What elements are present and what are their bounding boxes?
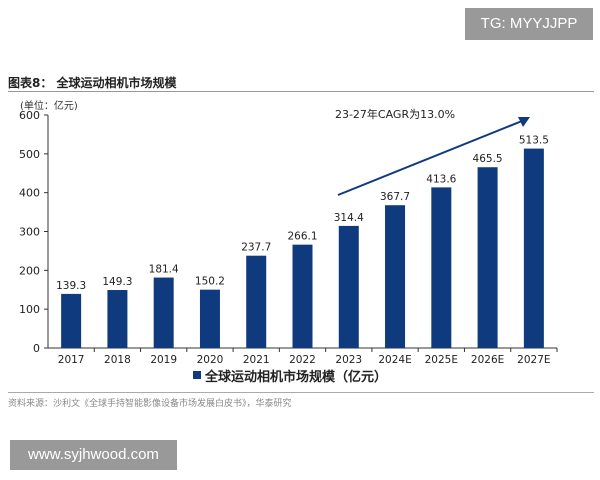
data-label: 465.5 — [473, 153, 503, 165]
divider — [8, 392, 594, 393]
x-tick-label: 2018 — [104, 354, 131, 366]
y-tick-label: 600 — [19, 109, 40, 122]
watermark-bottom: www.syjhwood.com — [10, 440, 177, 470]
data-label: 237.7 — [241, 242, 271, 254]
y-tick-label: 500 — [19, 148, 40, 161]
bar — [523, 148, 544, 348]
data-label: 367.7 — [380, 191, 410, 203]
bar — [292, 244, 313, 348]
bar — [61, 293, 82, 348]
bar — [199, 289, 220, 348]
y-tick-label: 100 — [19, 303, 40, 316]
x-tick-label: 2017 — [58, 354, 85, 366]
bar — [246, 255, 267, 348]
bar — [431, 187, 452, 348]
data-label: 139.3 — [56, 280, 86, 292]
x-tick-label: 2025E — [425, 354, 458, 366]
data-label: 314.4 — [334, 212, 364, 224]
legend-swatch — [193, 371, 201, 379]
bar — [107, 290, 128, 348]
data-label: 266.1 — [287, 231, 317, 243]
y-tick-label: 300 — [19, 226, 40, 239]
data-label: 181.4 — [149, 264, 179, 276]
x-tick-label: 2027E — [517, 354, 550, 366]
x-tick-label: 2020 — [197, 354, 224, 366]
y-tick-label: 400 — [19, 187, 40, 200]
data-label: 513.5 — [519, 135, 549, 147]
legend-label: 全球运动相机市场规模（亿元） — [204, 369, 387, 385]
bar — [477, 167, 498, 348]
x-tick-label: 2026E — [471, 354, 504, 366]
data-label: 413.6 — [426, 173, 456, 185]
divider — [8, 91, 594, 92]
x-tick-label: 2022 — [289, 354, 316, 366]
cagr-arrowhead — [518, 117, 530, 127]
y-tick-label: 0 — [33, 342, 40, 355]
chart-title: 图表8： 全球运动相机市场规模 — [8, 76, 177, 90]
x-tick-label: 2024E — [378, 354, 411, 366]
data-label: 149.3 — [102, 276, 132, 288]
data-label: 150.2 — [195, 276, 225, 288]
unit-label: (单位：亿元) — [20, 101, 78, 112]
bar — [338, 225, 359, 348]
x-tick-label: 2021 — [243, 354, 270, 366]
y-tick-label: 200 — [19, 264, 40, 277]
bar — [153, 277, 174, 348]
bar — [385, 205, 406, 348]
cagr-annotation: 23-27年CAGR为13.0% — [335, 107, 455, 121]
watermark-top: TG: MYYJJPP — [465, 8, 593, 40]
x-tick-label: 2019 — [150, 354, 177, 366]
source-note: 资料来源：沙利文《全球手持智能影像设备市场发展白皮书》，华泰研究 — [8, 399, 292, 409]
x-tick-label: 2023 — [335, 354, 362, 366]
cagr-arrow-line — [337, 120, 523, 196]
